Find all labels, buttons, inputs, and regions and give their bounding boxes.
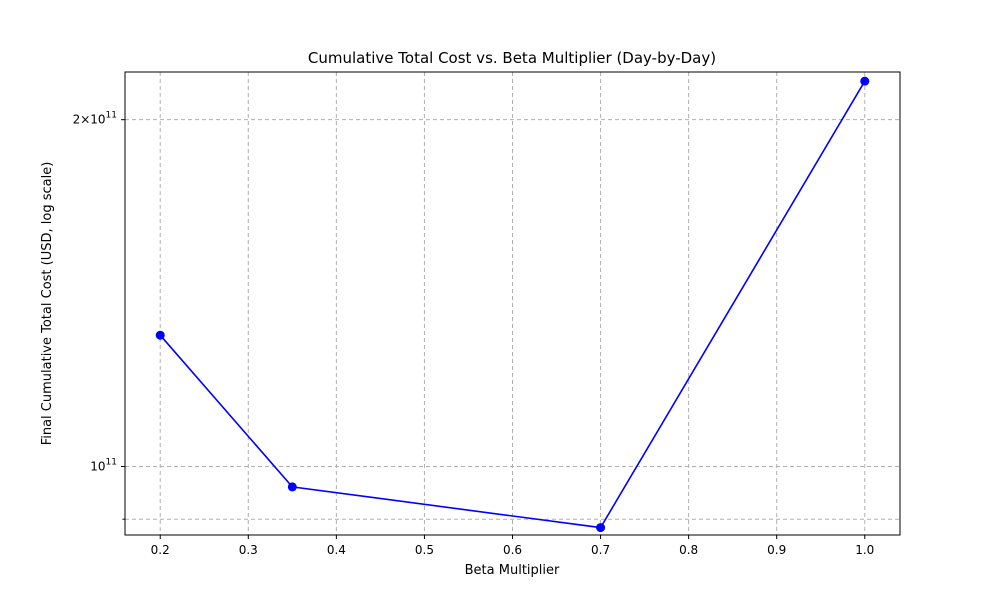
series-line [159, 80, 866, 529]
data-point [287, 482, 297, 492]
x-tick-label: 0.8 [679, 543, 698, 557]
y-tick-label: 1011 [90, 457, 117, 473]
x-tick-label: 0.6 [503, 543, 522, 557]
data-point [596, 523, 606, 533]
x-tick-label: 0.9 [767, 543, 786, 557]
data-point [860, 76, 870, 86]
series-layer [155, 76, 870, 533]
x-tick-label: 0.3 [239, 543, 258, 557]
data-point [155, 330, 165, 340]
x-tick-label: 1.0 [855, 543, 874, 557]
x-tick-label: 0.5 [415, 543, 434, 557]
x-tick-label: 0.4 [327, 543, 346, 557]
grid-layer [125, 72, 900, 535]
y-axis-label: Final Cumulative Total Cost (USD, log sc… [40, 162, 55, 446]
tick-layer: 0.2 0.3 0.4 0.5 0.6 0.7 0.8 0.9 1.0 1011 2×1011 [73, 111, 875, 557]
x-tick-label: 0.2 [151, 543, 170, 557]
chart-title: Cumulative Total Cost vs. Beta Multiplie… [308, 49, 716, 67]
x-tick-label: 0.7 [591, 543, 610, 557]
y-tick-label: 2×1011 [73, 111, 117, 127]
x-axis-label: Beta Multiplier [465, 563, 560, 578]
